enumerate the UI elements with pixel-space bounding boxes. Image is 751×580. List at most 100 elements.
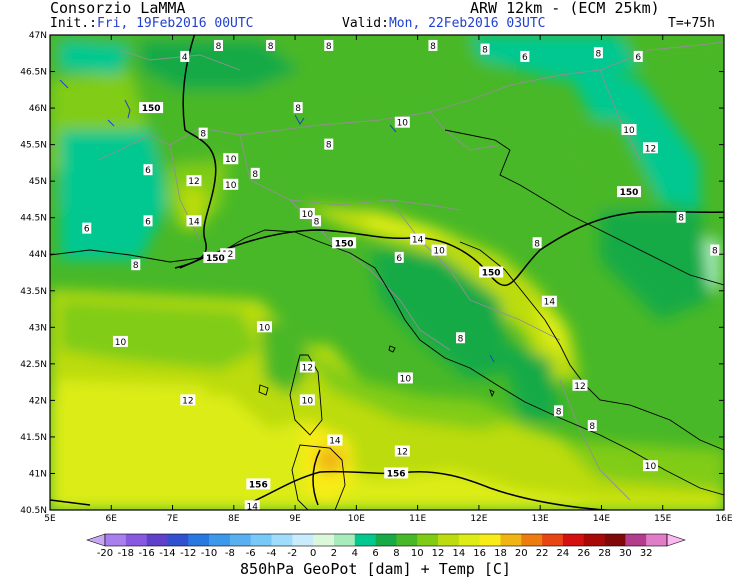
temp-label: 6 <box>635 53 641 63</box>
temp-label: 14 <box>329 437 341 447</box>
lon-label: 6E <box>106 514 118 524</box>
temp-label: 8 <box>430 42 436 52</box>
colorbar-swatch <box>167 534 189 546</box>
temp-label-box <box>186 175 202 187</box>
colorbar-min-arrow <box>86 533 106 547</box>
temp-label-box <box>532 237 542 249</box>
temp-label: 8 <box>252 170 258 180</box>
temp-label-box <box>180 50 190 62</box>
map-frame <box>49 34 725 511</box>
lon-label: 9E <box>289 514 301 524</box>
temp-label: 6 <box>522 53 528 63</box>
colorbar-swatch <box>438 534 460 546</box>
temp-label: 6 <box>84 225 90 235</box>
colorbar-swatch <box>375 534 397 546</box>
lon-label: 14E <box>593 514 610 524</box>
lat-label: 41.5N <box>20 433 47 443</box>
lakes <box>59 79 495 363</box>
temp-label: 8 <box>268 42 274 52</box>
temp-label: 8 <box>458 334 464 344</box>
colorbar-swatch <box>354 534 376 546</box>
temp-label-box <box>633 50 643 62</box>
temp-label: 6 <box>145 166 151 176</box>
temp-label: 8 <box>326 42 332 52</box>
init-value: Fri, 19Feb2016 00UTC <box>96 16 254 31</box>
temp-label-box <box>82 222 92 234</box>
init-line: Init.:Fri, 19Feb2016 00UTC <box>50 16 254 31</box>
temp-label: 6 <box>145 217 151 227</box>
temp-label: 12 <box>182 396 193 406</box>
temp-label-box <box>327 434 343 446</box>
temp-label: 10 <box>302 210 314 220</box>
temp-label: 8 <box>678 214 684 224</box>
temp-label-box <box>223 153 239 165</box>
temp-label: 10 <box>225 155 237 165</box>
temp-label-box <box>456 332 466 344</box>
temp-label: 4 <box>182 53 188 63</box>
temp-label: 8 <box>482 46 488 56</box>
colorbar-swatch <box>250 534 272 546</box>
lat-label: 44.5N <box>20 214 47 224</box>
colorbar-swatch <box>292 534 314 546</box>
temp-label: 8 <box>534 239 540 249</box>
temp-label-box <box>220 248 236 260</box>
temp-label: 8 <box>326 141 332 151</box>
geopot-label: 150 <box>482 269 501 279</box>
temp-label-box <box>431 244 447 256</box>
valid-line: Valid:Mon, 22Feb2016 03UTC <box>342 16 546 31</box>
colorbar-tick-label: 20 <box>515 548 528 559</box>
temp-label-box <box>250 167 260 179</box>
geopot-label-box <box>384 467 409 479</box>
colorbar-tick-label: -14 <box>159 548 175 559</box>
colorbar-swatch <box>562 534 585 546</box>
lon-label: 15E <box>654 514 671 524</box>
colorbar-swatch <box>333 534 356 546</box>
temp-label-box <box>143 164 153 176</box>
colorbar-tick-label: 16 <box>473 548 486 559</box>
geopot-label-box <box>332 237 357 249</box>
lon-label: 12E <box>470 514 487 524</box>
temp-label: 14 <box>246 502 258 512</box>
temp-label: 10 <box>259 323 271 333</box>
lat-label: 47N <box>29 31 47 41</box>
colorbar-tick-label: 24 <box>557 548 570 559</box>
lat-label: 45.5N <box>20 141 47 151</box>
geopot-label-box <box>246 478 271 490</box>
temp-label-box <box>143 215 153 227</box>
colorbar-swatch <box>500 534 522 546</box>
geopot-label: 150 <box>206 254 225 264</box>
colorbar-swatch <box>521 534 543 546</box>
temp-label-box <box>541 295 557 307</box>
temp-label-box <box>554 405 564 417</box>
temp-label-box <box>642 142 658 154</box>
temp-label-box <box>131 259 141 271</box>
temp-label: 10 <box>302 396 314 406</box>
temp-label: 12 <box>397 448 408 458</box>
geopot-label-box <box>617 186 642 198</box>
temp-label-box <box>198 127 208 139</box>
geopot-label-box <box>203 251 228 263</box>
geopot-label-box <box>139 102 164 114</box>
colorbar-tick-label: 28 <box>598 548 611 559</box>
valid-label: Valid: <box>342 16 389 31</box>
colorbar-tick-label: 8 <box>393 548 399 559</box>
colorbar-swatch <box>313 534 335 546</box>
lat-label: 46.5N <box>20 68 47 78</box>
temp-label-box <box>186 215 202 227</box>
temp-label: 8 <box>200 130 206 140</box>
colorbar-tick-label: -20 <box>97 548 113 559</box>
geopot-label: 150 <box>620 188 639 198</box>
colorbar-swatch <box>604 534 626 546</box>
colorbar-tick-label: -8 <box>225 548 235 559</box>
temp-label-box <box>223 178 239 190</box>
geopot-label: 150 <box>335 239 354 249</box>
temp-label-box <box>324 39 334 51</box>
temp-label-box <box>299 361 315 373</box>
lat-label: 45N <box>29 177 47 187</box>
temp-label: 10 <box>400 374 412 384</box>
colorbar-swatch <box>105 534 127 546</box>
colorbar-tick-label: 0 <box>310 548 316 559</box>
temp-label: 8 <box>712 247 718 257</box>
temp-label-box <box>394 251 404 263</box>
